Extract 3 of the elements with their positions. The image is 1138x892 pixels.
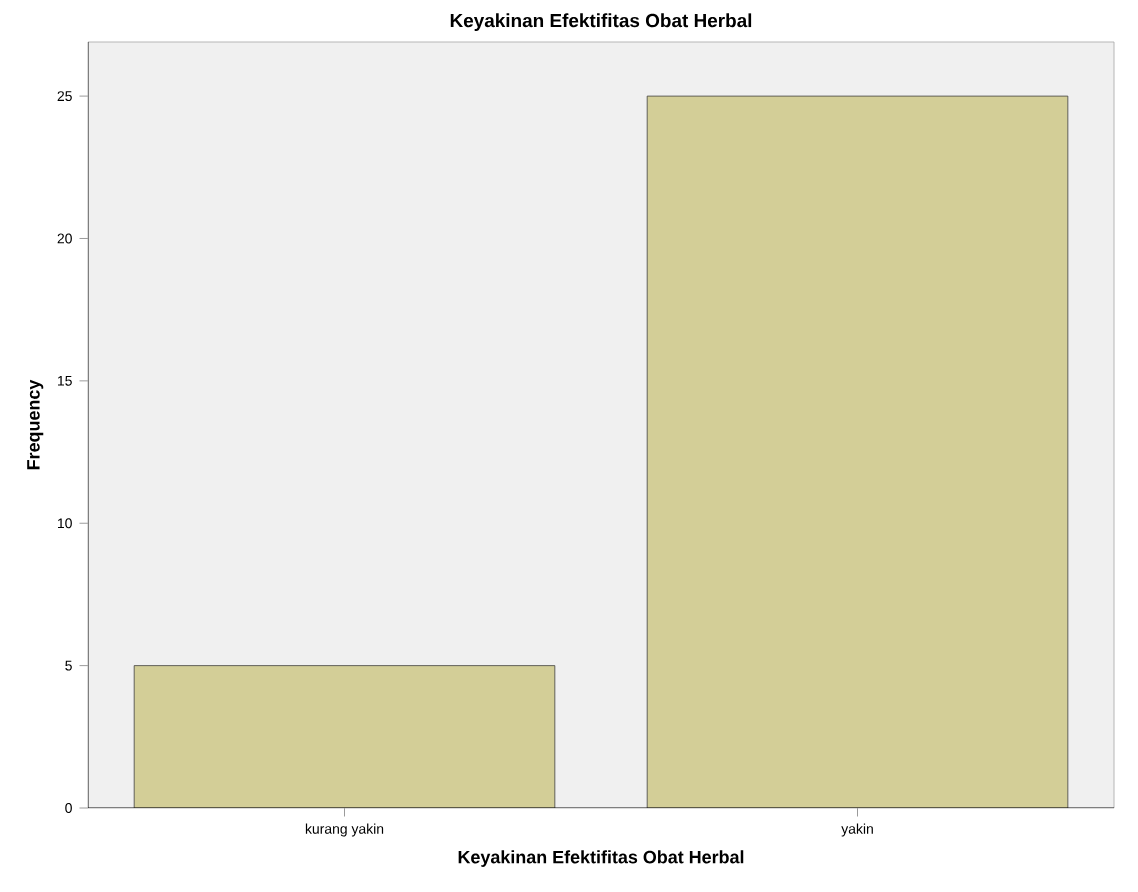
y-axis-title: Frequency [27, 379, 44, 470]
chart-title: Keyakinan Efektifitas Obat Herbal [450, 13, 752, 32]
x-axis-title: Keyakinan Efektifitas Obat Herbal [458, 850, 744, 867]
